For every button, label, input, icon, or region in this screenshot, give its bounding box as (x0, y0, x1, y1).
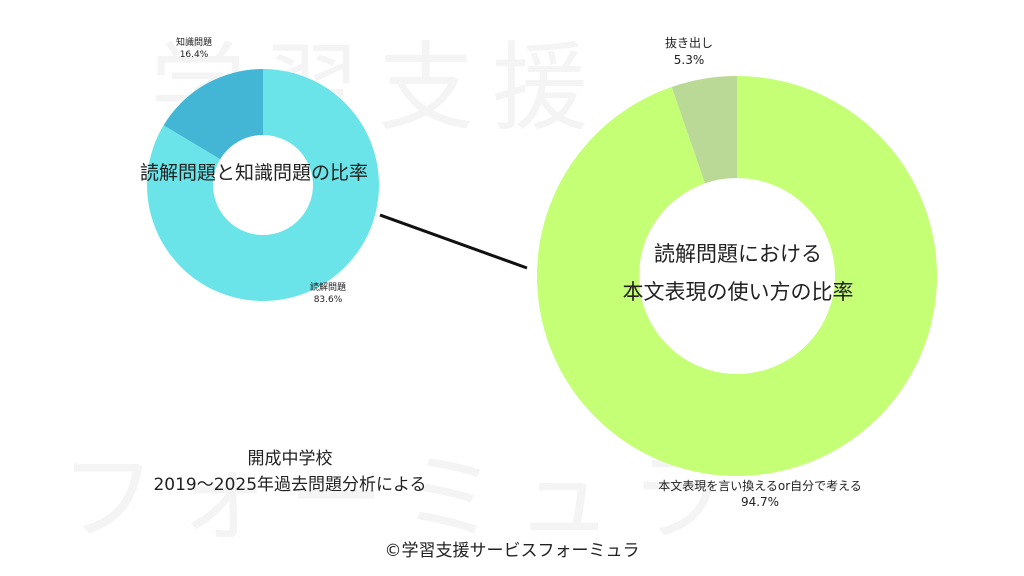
slice-minor (671, 76, 737, 184)
chart1-label-reading: 読解問題 83.6% (310, 282, 346, 306)
copyright: ©学習支援サービスフォーミュラ (384, 541, 640, 561)
chart2-title-line1: 読解問題における (654, 242, 822, 266)
slice-label: 抜き出し (665, 36, 714, 50)
chart1-label-knowledge: 知識問題 16.4% (176, 37, 212, 61)
slice-major (537, 76, 937, 476)
chart2-title: 読解問題における 本文表現の使い方の比率 (560, 235, 916, 311)
chart2-label-paraphrase: 本文表現を言い換えるor自分で考える 94.7% (610, 478, 910, 510)
chart2-label-extract: 抜き出し 5.3% (665, 35, 713, 69)
donut-chart-text-usage (537, 76, 937, 476)
connector-line (379, 213, 528, 270)
source-school: 開成中学校 (247, 449, 333, 469)
source-note: 開成中学校 2019〜2025年過去問題分析による (110, 446, 470, 498)
slice-label: 本文表現を言い換えるor自分で考える (658, 479, 862, 493)
chart2-title-line2: 本文表現の使い方の比率 (622, 280, 854, 304)
slice-value: 5.3% (673, 53, 705, 67)
slice-label: 読解問題 (310, 283, 347, 293)
slice-major (146, 69, 380, 301)
source-period: 2019〜2025年過去問題分析による (153, 475, 427, 495)
slice-label: 知識問題 (176, 38, 213, 48)
slice-value: 94.7% (740, 495, 780, 509)
donut-chart-reading-vs-knowledge (146, 69, 380, 301)
slice-value: 16.4% (179, 50, 209, 60)
slice-minor (163, 69, 263, 160)
slice-value: 83.6% (313, 295, 343, 305)
chart1-title: 読解問題と知識問題の比率 (140, 162, 369, 184)
